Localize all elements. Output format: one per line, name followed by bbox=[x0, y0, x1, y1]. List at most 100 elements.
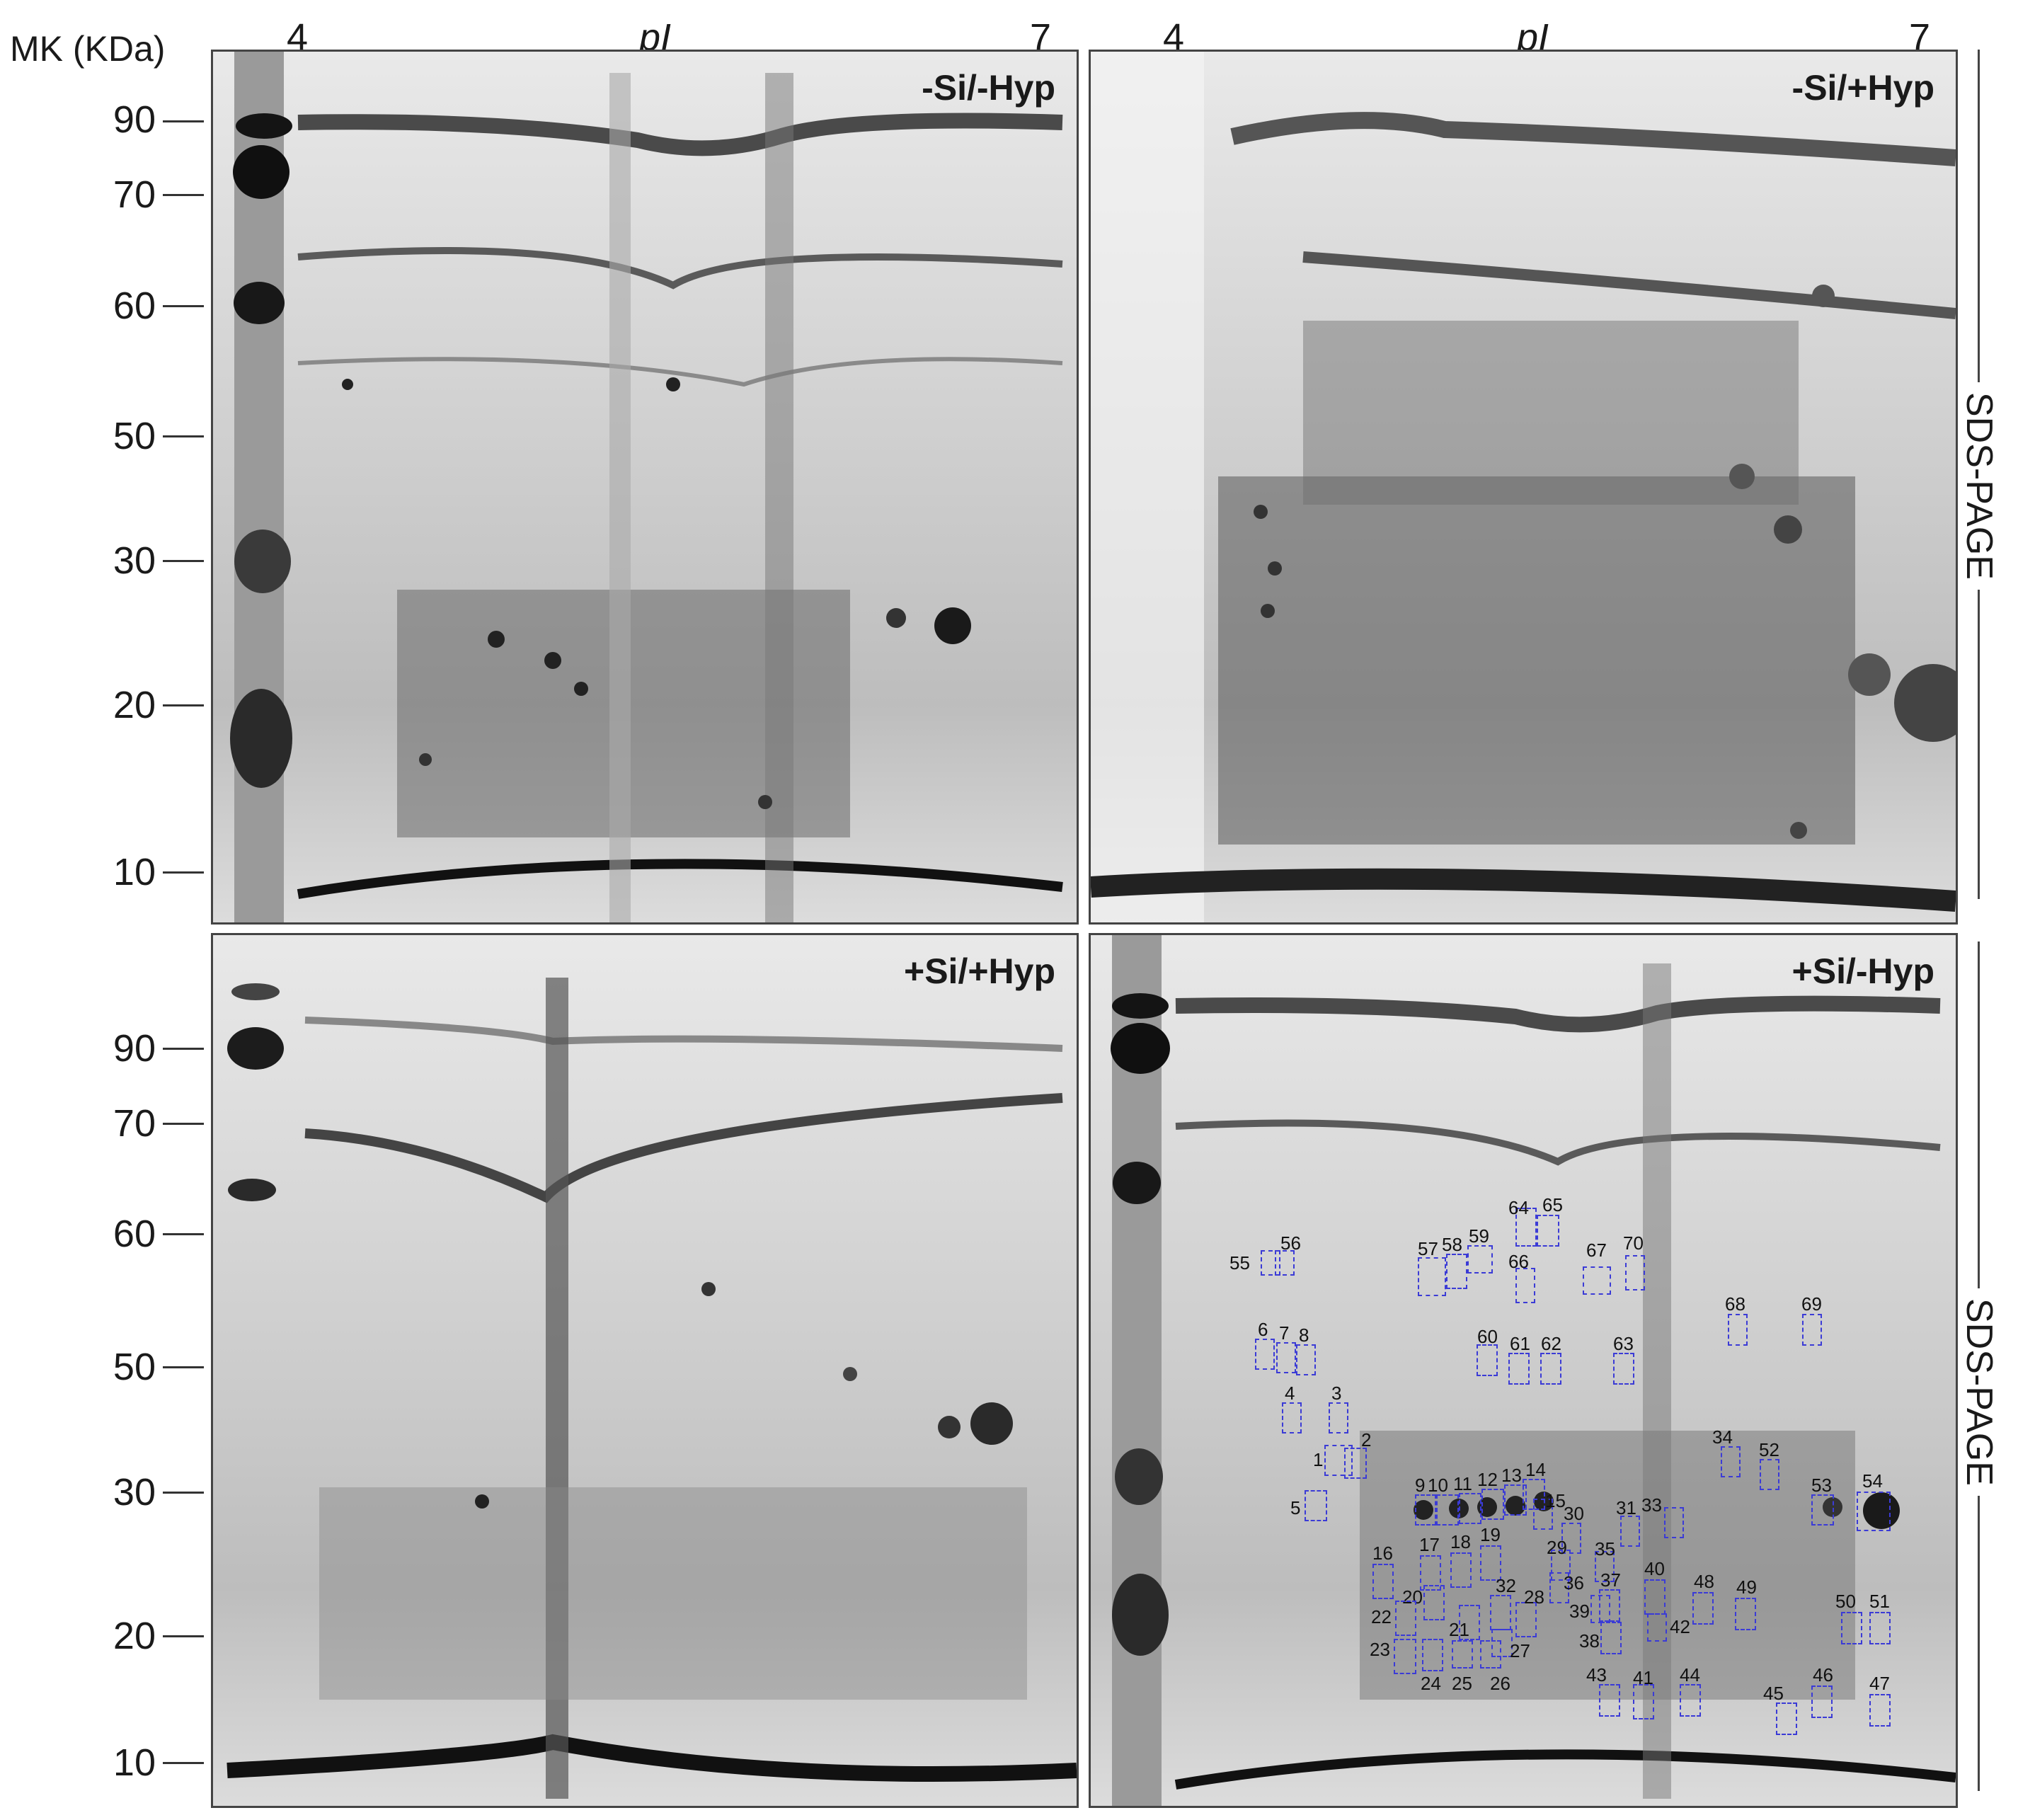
spot-label-31: 31 bbox=[1616, 1497, 1636, 1518]
spot-box-61 bbox=[1508, 1353, 1530, 1385]
marker-tick-60-top bbox=[163, 305, 204, 307]
spot-label-15: 15 bbox=[1545, 1490, 1566, 1511]
spot-label-49: 49 bbox=[1736, 1576, 1757, 1598]
spot-box-4 bbox=[1282, 1402, 1302, 1433]
spot-label-63: 63 bbox=[1613, 1333, 1634, 1354]
spot-label-14: 14 bbox=[1525, 1459, 1546, 1480]
spot-label-65: 65 bbox=[1542, 1194, 1563, 1215]
spot-label-32: 32 bbox=[1496, 1575, 1516, 1596]
spot-box-11 bbox=[1459, 1493, 1481, 1524]
marker-label-10-top: 10 bbox=[113, 851, 156, 893]
marker-tick-70-bottom bbox=[163, 1123, 204, 1125]
spot-box-24 bbox=[1422, 1639, 1443, 1671]
spot-box-9 bbox=[1415, 1494, 1436, 1526]
spot-label-25: 25 bbox=[1452, 1673, 1472, 1694]
marker-tick-50-top bbox=[163, 435, 204, 437]
spot-box-45 bbox=[1776, 1702, 1797, 1735]
marker-label-70-bottom: 70 bbox=[113, 1102, 156, 1145]
spot-label-23: 23 bbox=[1370, 1639, 1390, 1660]
spot-label-21: 21 bbox=[1449, 1619, 1469, 1640]
spot-box-51 bbox=[1869, 1612, 1891, 1644]
spot-label-51: 51 bbox=[1869, 1591, 1890, 1612]
spot-box-58 bbox=[1446, 1254, 1467, 1289]
spot-label-45: 45 bbox=[1763, 1683, 1784, 1704]
marker-label-30-top: 30 bbox=[113, 539, 156, 582]
spot-label-10: 10 bbox=[1428, 1475, 1448, 1496]
spot-label-40: 40 bbox=[1644, 1558, 1665, 1579]
marker-label-10-bottom: 10 bbox=[113, 1741, 156, 1784]
spot-box-63 bbox=[1613, 1353, 1634, 1385]
spot-box-33 bbox=[1664, 1507, 1684, 1538]
spot-label-66: 66 bbox=[1508, 1251, 1529, 1272]
spot-box-54 bbox=[1857, 1492, 1891, 1531]
condition-label-bottom-right: +Si/-Hyp bbox=[1791, 951, 1934, 991]
marker-tick-50-bottom bbox=[163, 1366, 204, 1368]
spot-box-29 bbox=[1551, 1550, 1571, 1581]
marker-label-50-bottom: 50 bbox=[113, 1346, 156, 1388]
spot-box-56 bbox=[1275, 1250, 1295, 1276]
sds-page-label-bottom: SDS-PAGE bbox=[1959, 1288, 2000, 1496]
spot-label-52: 52 bbox=[1759, 1439, 1779, 1460]
spot-label-39: 39 bbox=[1569, 1601, 1590, 1622]
marker-label-60-top: 60 bbox=[113, 285, 156, 327]
spot-label-3: 3 bbox=[1331, 1383, 1342, 1404]
gel-panel-bottom-left: +Si/+Hyp bbox=[211, 933, 1079, 1808]
spot-box-25 bbox=[1452, 1640, 1473, 1669]
spot-label-47: 47 bbox=[1869, 1673, 1890, 1694]
gel-image-top-left bbox=[230, 52, 1063, 922]
spot-box-6 bbox=[1255, 1339, 1275, 1370]
spot-label-44: 44 bbox=[1680, 1664, 1700, 1685]
spot-label-4: 4 bbox=[1285, 1383, 1295, 1404]
spot-label-5: 5 bbox=[1290, 1497, 1301, 1518]
spot-label-29: 29 bbox=[1547, 1537, 1567, 1558]
spot-label-38: 38 bbox=[1579, 1630, 1600, 1652]
spot-box-16 bbox=[1372, 1564, 1394, 1599]
spot-label-35: 35 bbox=[1595, 1538, 1615, 1559]
gel-panel-top-right: -Si/+Hyp bbox=[1089, 50, 1958, 925]
spot-label-33: 33 bbox=[1641, 1494, 1662, 1516]
spot-box-55 bbox=[1261, 1250, 1280, 1276]
spot-box-44 bbox=[1680, 1684, 1701, 1717]
spot-label-16: 16 bbox=[1372, 1543, 1393, 1564]
spot-label-19: 19 bbox=[1480, 1524, 1501, 1545]
spot-box-15 bbox=[1533, 1499, 1553, 1530]
spot-box-23 bbox=[1394, 1639, 1416, 1674]
spot-box-10 bbox=[1436, 1494, 1459, 1526]
spot-box-53 bbox=[1811, 1494, 1834, 1526]
spot-box-70 bbox=[1625, 1255, 1645, 1290]
spot-box-32 bbox=[1490, 1595, 1511, 1630]
spot-box-2 bbox=[1344, 1448, 1367, 1479]
spot-box-20 bbox=[1423, 1585, 1445, 1620]
spot-label-9: 9 bbox=[1415, 1475, 1426, 1496]
condition-label-top-left: -Si/-Hyp bbox=[922, 68, 1055, 108]
condition-label-bottom-left: +Si/+Hyp bbox=[904, 951, 1055, 991]
spot-label-30: 30 bbox=[1564, 1503, 1584, 1524]
spot-box-46 bbox=[1811, 1685, 1833, 1718]
spot-box-40 bbox=[1644, 1579, 1666, 1615]
spot-label-7: 7 bbox=[1279, 1322, 1290, 1344]
spot-box-28 bbox=[1515, 1602, 1537, 1637]
marker-tick-70-top bbox=[163, 194, 204, 196]
spot-label-50: 50 bbox=[1835, 1591, 1856, 1612]
spot-box-12 bbox=[1481, 1489, 1504, 1520]
marker-label-30-bottom: 30 bbox=[113, 1471, 156, 1513]
spot-box-7 bbox=[1276, 1342, 1296, 1373]
spot-label-8: 8 bbox=[1299, 1324, 1309, 1346]
spot-label-60: 60 bbox=[1477, 1326, 1498, 1347]
spot-box-65 bbox=[1537, 1215, 1559, 1247]
spot-label-70: 70 bbox=[1623, 1232, 1644, 1254]
spot-label-67: 67 bbox=[1586, 1240, 1607, 1261]
spot-box-68 bbox=[1728, 1314, 1748, 1346]
spot-box-43 bbox=[1599, 1684, 1620, 1717]
spot-box-62 bbox=[1540, 1353, 1561, 1385]
spot-label-43: 43 bbox=[1586, 1664, 1607, 1685]
spot-label-36: 36 bbox=[1564, 1572, 1584, 1593]
spot-box-64 bbox=[1515, 1208, 1537, 1247]
spot-box-60 bbox=[1477, 1344, 1498, 1376]
marker-tick-30-top bbox=[163, 560, 204, 562]
marker-label-20-top: 20 bbox=[113, 684, 156, 726]
marker-label-90-top: 90 bbox=[113, 98, 156, 141]
spot-label-61: 61 bbox=[1510, 1333, 1530, 1354]
spot-box-17 bbox=[1420, 1555, 1441, 1591]
spot-label-42: 42 bbox=[1670, 1616, 1690, 1637]
